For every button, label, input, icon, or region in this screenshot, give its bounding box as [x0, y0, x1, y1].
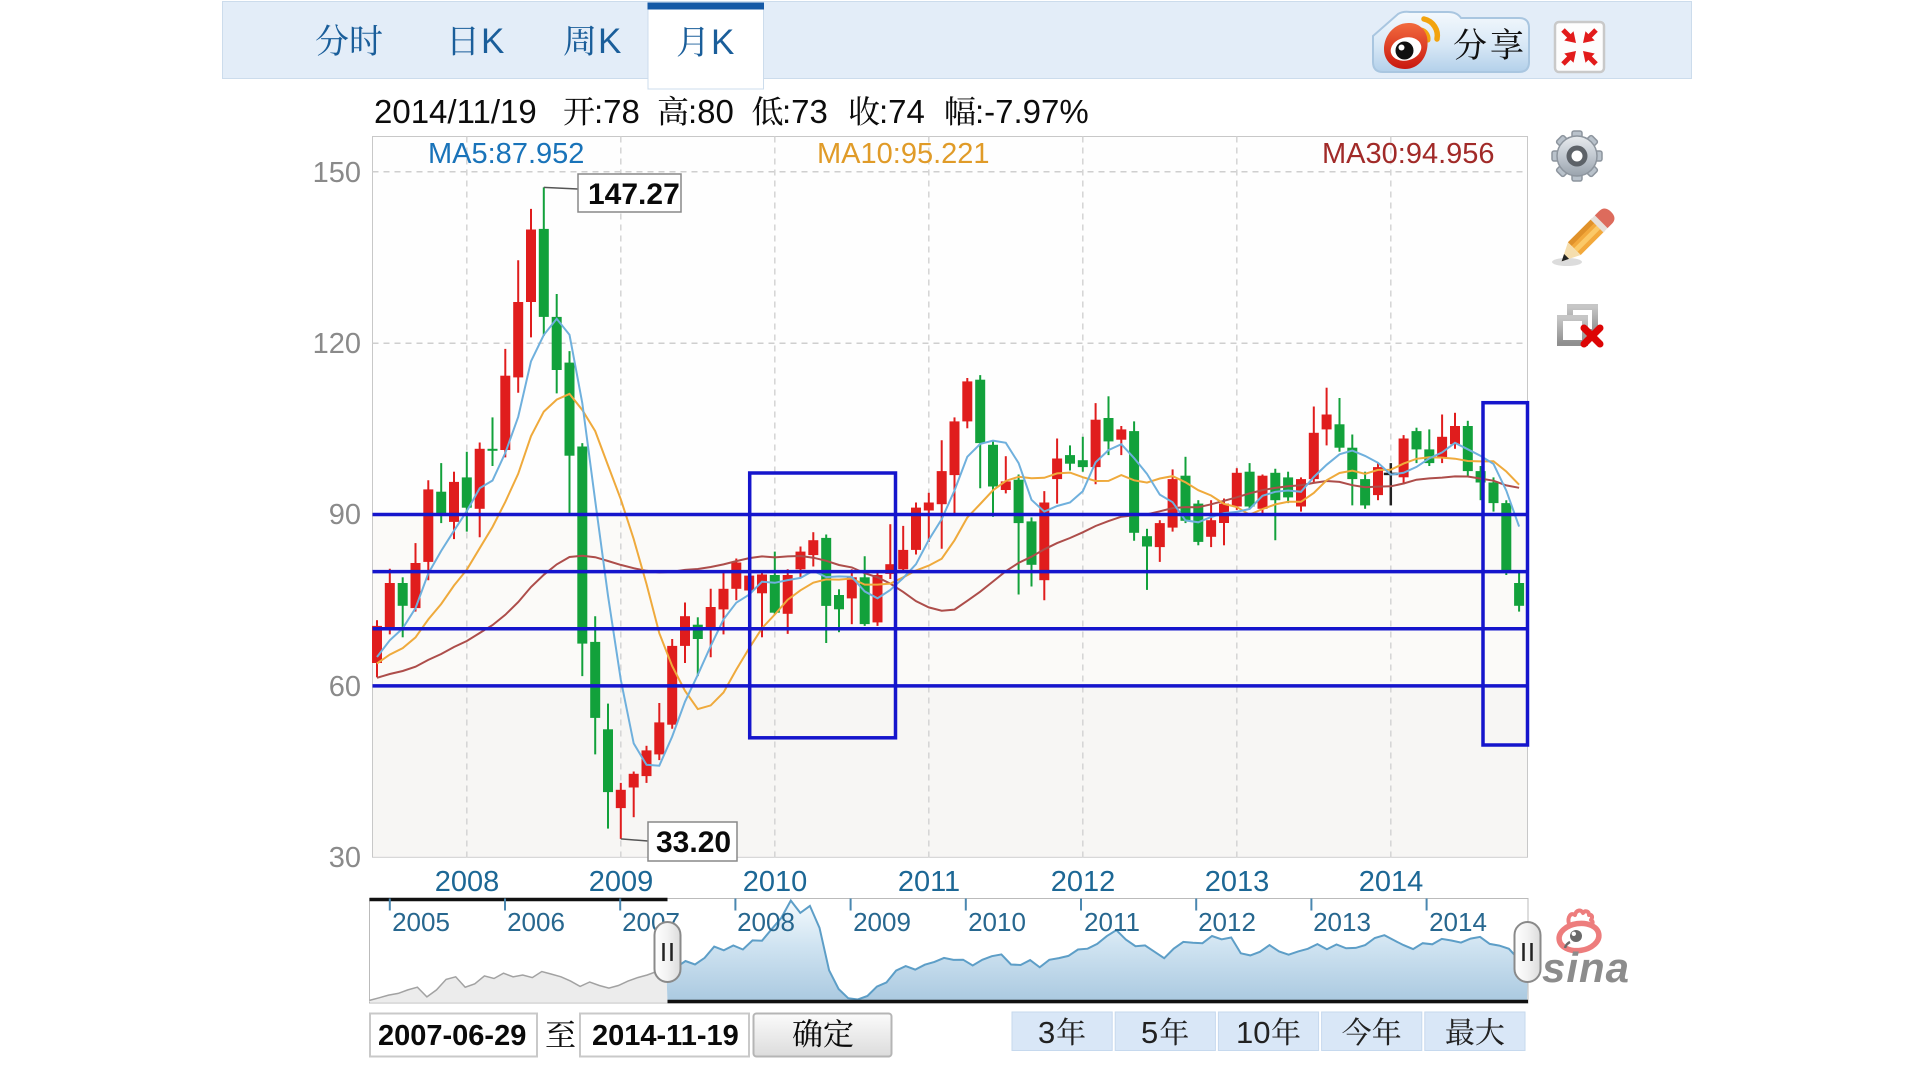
svg-text:K: K: [481, 22, 504, 61]
svg-text::74: :74: [879, 93, 925, 130]
svg-text:2012: 2012: [1051, 866, 1116, 898]
svg-text:2014: 2014: [1359, 866, 1424, 898]
svg-text:MA5:87.952: MA5:87.952: [428, 138, 584, 170]
svg-text:2006: 2006: [507, 907, 565, 937]
svg-text:150: 150: [313, 157, 361, 189]
svg-text:2008: 2008: [435, 866, 500, 898]
svg-text:30: 30: [329, 842, 361, 874]
svg-text:2008: 2008: [737, 907, 795, 937]
svg-text::78: :78: [594, 93, 640, 130]
svg-text:2014: 2014: [1429, 907, 1487, 937]
svg-text:MA10:95.221: MA10:95.221: [817, 138, 990, 170]
svg-text:5: 5: [1141, 1015, 1158, 1050]
svg-text::73: :73: [782, 93, 828, 130]
svg-text:K: K: [711, 23, 734, 62]
svg-text:120: 120: [313, 328, 361, 360]
svg-text:2009: 2009: [853, 907, 911, 937]
svg-text:2014/11/19: 2014/11/19: [374, 93, 537, 130]
svg-text::-7.97%: :-7.97%: [975, 93, 1089, 130]
svg-text:2013: 2013: [1313, 907, 1371, 937]
svg-text:10: 10: [1236, 1015, 1270, 1050]
svg-text:3: 3: [1038, 1015, 1055, 1050]
svg-text:2007-06-29: 2007-06-29: [378, 1020, 526, 1052]
svg-text:2011: 2011: [898, 866, 960, 898]
svg-text:2005: 2005: [392, 907, 450, 937]
svg-text:2012: 2012: [1198, 907, 1256, 937]
svg-text:2010: 2010: [743, 866, 808, 898]
svg-text:90: 90: [329, 499, 361, 531]
svg-text:2014-11-19: 2014-11-19: [592, 1020, 739, 1052]
svg-text:2011: 2011: [1084, 907, 1140, 937]
svg-text:147.27: 147.27: [588, 178, 680, 211]
svg-text:2013: 2013: [1205, 866, 1270, 898]
svg-text:33.20: 33.20: [656, 826, 731, 859]
svg-text:60: 60: [329, 671, 361, 703]
svg-text:K: K: [598, 22, 621, 61]
svg-text:sina: sina: [1542, 944, 1630, 991]
svg-text:MA30:94.956: MA30:94.956: [1322, 138, 1495, 170]
svg-text:2010: 2010: [968, 907, 1026, 937]
svg-text:2009: 2009: [589, 866, 654, 898]
svg-text::80: :80: [688, 93, 734, 130]
